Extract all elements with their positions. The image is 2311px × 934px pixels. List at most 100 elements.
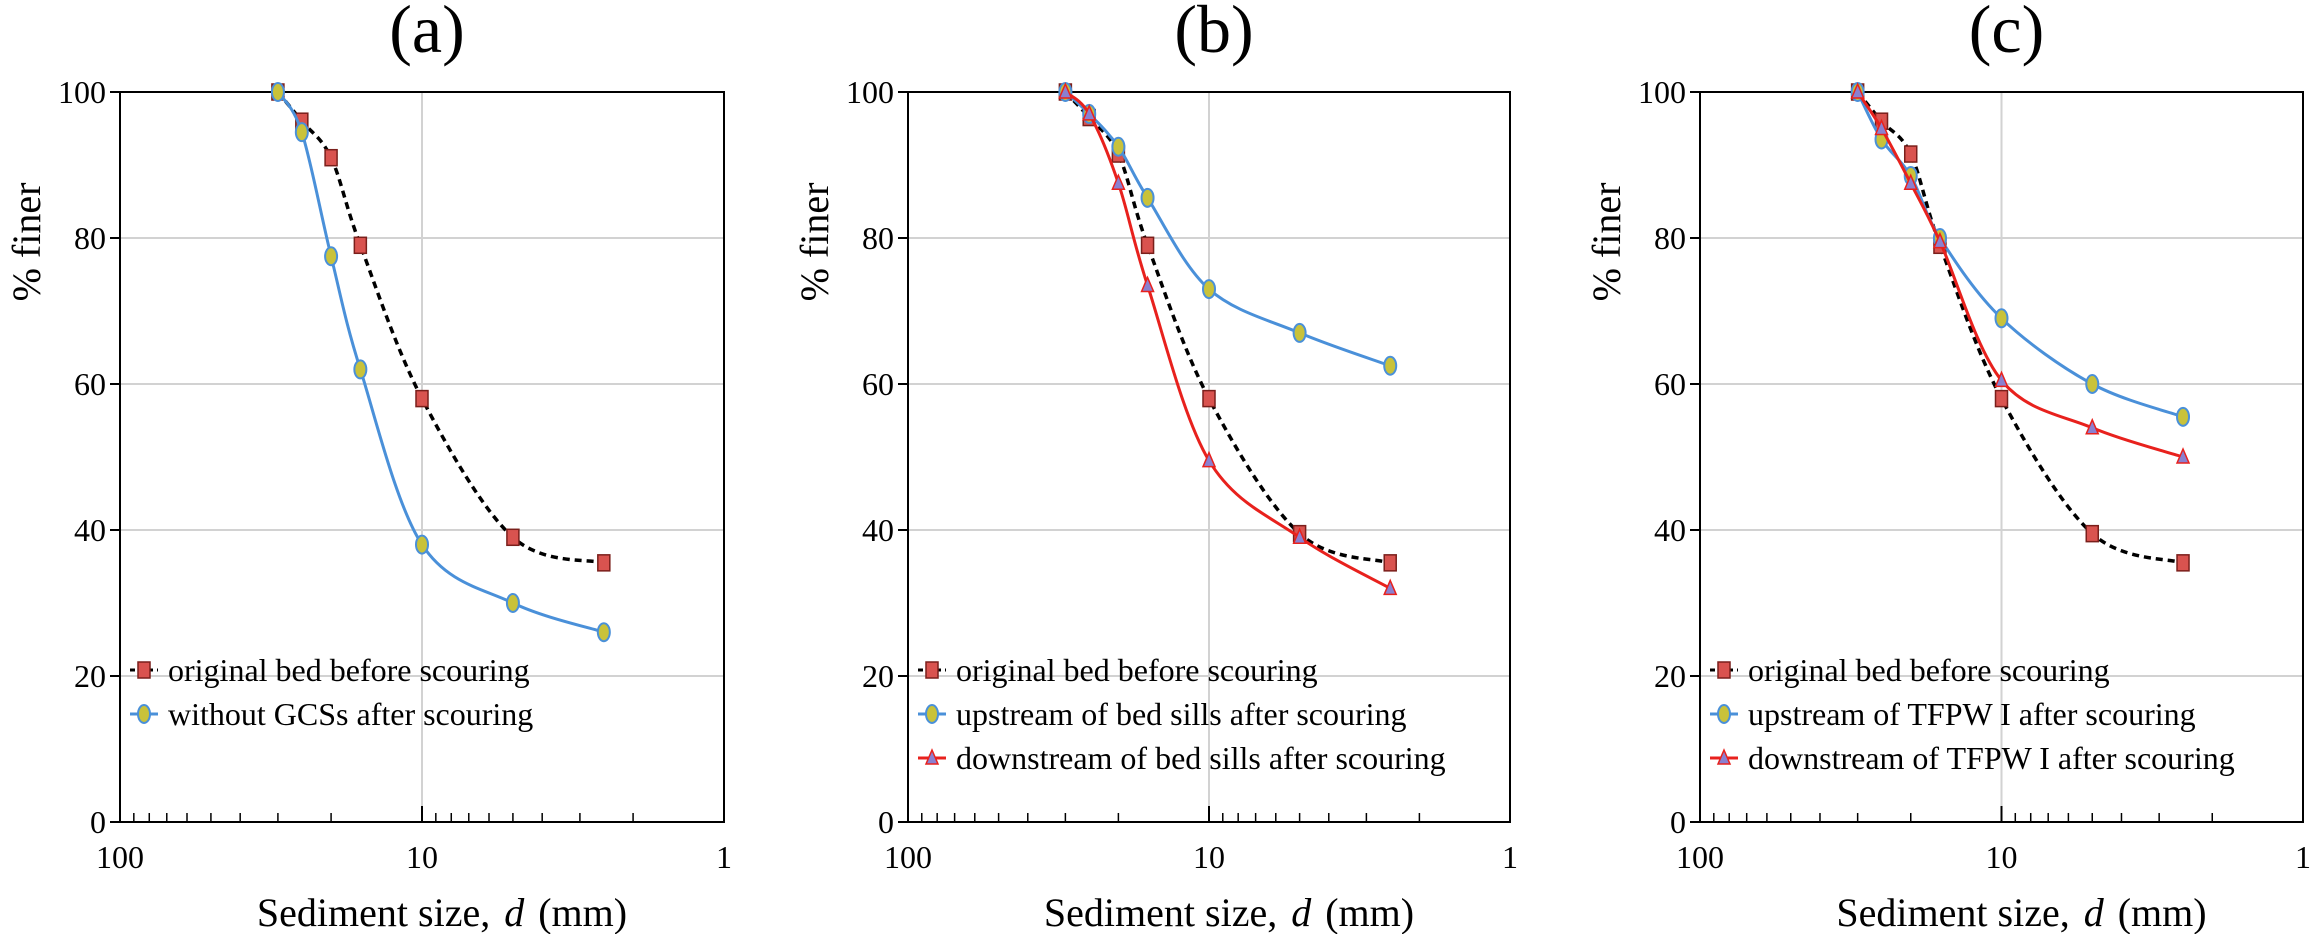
legend-label: upstream of TFPW I after scouring — [1748, 696, 2196, 732]
data-point-2 — [1383, 355, 1398, 376]
x-axis-label-unit: (mm) — [538, 890, 627, 934]
series-line-2 — [1064, 90, 1391, 368]
data-point-2 — [2176, 406, 2191, 427]
data-point-2 — [324, 246, 339, 267]
y-tick-label: 100 — [846, 74, 894, 110]
data-point-2 — [1994, 308, 2009, 329]
x-tick-label: 1 — [716, 839, 732, 875]
legend-label: original bed before scouring — [168, 652, 530, 688]
legend-marker — [1717, 661, 1731, 679]
data-point-3 — [1201, 450, 1217, 468]
y-tick-label: 100 — [1638, 74, 1686, 110]
x-axis-label-variable: d — [2084, 890, 2105, 934]
legend-label: downstream of TFPW I after scouring — [1748, 740, 2235, 776]
data-point-1 — [353, 236, 368, 255]
x-axis-label-prefix: Sediment size, — [1836, 890, 2069, 934]
legend-label: original bed before scouring — [956, 652, 1318, 688]
data-point-1 — [324, 148, 338, 167]
data-point-2 — [596, 622, 611, 643]
x-axis-label-prefix: Sediment size, — [257, 890, 490, 934]
x-tick-label: 100 — [884, 839, 932, 875]
data-point-2 — [270, 82, 285, 102]
series-line-3 — [1064, 90, 1391, 590]
y-axis-label: % finer — [4, 183, 49, 302]
data-point-2 — [353, 359, 368, 380]
x-axis-label-variable: d — [1291, 890, 1312, 934]
data-point-3 — [1903, 173, 1918, 190]
legend-marker — [925, 704, 939, 724]
y-tick-label: 0 — [1670, 804, 1686, 840]
data-point-3 — [1111, 173, 1126, 190]
legend-marker — [925, 661, 939, 679]
data-point-1 — [2085, 524, 2100, 543]
data-point-1 — [506, 528, 520, 547]
data-point-3 — [1383, 578, 1398, 596]
y-tick-label: 40 — [1654, 512, 1686, 548]
x-axis-label: Sediment size, d (mm) — [1836, 890, 2206, 934]
panel-title: (c) — [1969, 0, 2044, 67]
y-tick-label: 40 — [74, 512, 106, 548]
data-point-1 — [597, 554, 611, 572]
data-point-3 — [1850, 82, 1865, 99]
series-line-2 — [1856, 91, 2184, 419]
data-point-3 — [1292, 527, 1307, 545]
y-tick-label: 40 — [862, 512, 894, 548]
data-point-2 — [294, 122, 309, 143]
data-point-3 — [2175, 447, 2191, 464]
legend-label: downstream of bed sills after scouring — [956, 740, 1446, 776]
data-point-1 — [1994, 389, 2009, 408]
data-point-3 — [2085, 417, 2100, 435]
legend-marker — [1717, 704, 1731, 724]
data-point-2 — [415, 534, 429, 555]
panel-title: (b) — [1174, 0, 1253, 67]
legend: original bed before scouring without GCSs… — [130, 652, 533, 732]
data-point-1 — [1903, 145, 1918, 163]
y-tick-label: 20 — [1654, 658, 1686, 694]
legend-marker — [137, 661, 151, 679]
x-axis-label-unit: (mm) — [1325, 890, 1414, 934]
y-tick-label: 80 — [74, 220, 106, 256]
x-axis-label: Sediment size, d (mm) — [257, 890, 627, 934]
y-axis-label: % finer — [1584, 183, 1629, 302]
series-line-2 — [276, 91, 605, 634]
x-axis-label: Sediment size, d (mm) — [1044, 890, 1414, 934]
data-point-2 — [1111, 136, 1126, 157]
data-point-2 — [1140, 187, 1155, 208]
x-tick-label: 100 — [96, 839, 144, 875]
x-tick-label: 10 — [406, 839, 438, 875]
legend-marker — [1716, 748, 1732, 765]
data-point-1 — [1383, 554, 1397, 572]
x-tick-label: 1 — [2295, 839, 2311, 875]
legend-label: upstream of bed sills after scouring — [956, 696, 1407, 732]
legend-label: original bed before scouring — [1748, 652, 2110, 688]
data-point-3 — [1082, 103, 1097, 121]
y-tick-label: 20 — [862, 658, 894, 694]
data-point-2 — [505, 593, 520, 613]
y-tick-label: 20 — [74, 658, 106, 694]
y-tick-label: 100 — [58, 74, 106, 110]
data-point-1 — [1140, 236, 1155, 255]
data-point-3 — [1058, 82, 1073, 99]
legend: original bed before scouring upstream of … — [1710, 652, 2235, 776]
x-axis-label-unit: (mm) — [2118, 890, 2207, 934]
x-tick-label: 100 — [1676, 839, 1724, 875]
data-point-3 — [1994, 370, 2009, 388]
legend-marker — [137, 704, 151, 724]
data-point-2 — [1292, 322, 1307, 343]
data-point-2 — [1202, 279, 1216, 300]
y-tick-label: 60 — [1654, 366, 1686, 402]
x-axis-label-variable: d — [504, 890, 525, 934]
data-point-3 — [1932, 231, 1948, 249]
y-tick-label: 0 — [878, 804, 894, 840]
y-tick-label: 0 — [90, 804, 106, 840]
y-tick-label: 80 — [862, 220, 894, 256]
data-point-3 — [1140, 275, 1155, 293]
panel-title: (a) — [389, 0, 464, 67]
y-tick-label: 60 — [74, 366, 106, 402]
data-point-1 — [2176, 554, 2190, 572]
x-axis-label-prefix: Sediment size, — [1044, 890, 1277, 934]
